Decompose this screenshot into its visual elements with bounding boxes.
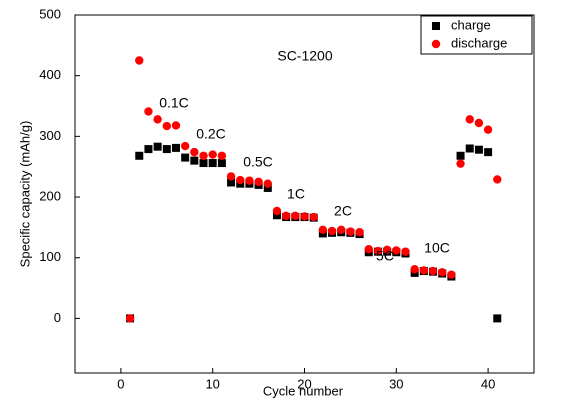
charge-point <box>272 211 281 220</box>
charge-point <box>217 159 226 168</box>
discharge-point <box>144 107 153 116</box>
discharge-point <box>217 151 227 160</box>
annotation: 0.2C <box>196 126 226 142</box>
discharge-point <box>401 247 410 256</box>
charge-point <box>199 159 208 168</box>
discharge-point <box>465 115 474 124</box>
annotation: 0.1C <box>159 95 189 111</box>
x-tick-label: 10 <box>205 376 219 391</box>
legend-marker <box>431 39 441 49</box>
discharge-point <box>162 121 171 131</box>
annotation: 5C <box>376 248 394 264</box>
discharge-point <box>153 115 162 124</box>
discharge-point <box>309 212 318 222</box>
annotation: 2C <box>334 203 352 219</box>
discharge-point <box>410 265 419 274</box>
charge-point <box>171 143 180 152</box>
x-tick-label: 0 <box>117 376 124 391</box>
y-tick-label: 100 <box>39 249 61 264</box>
discharge-point <box>281 211 291 221</box>
discharge-point <box>474 118 484 128</box>
charge-point <box>208 159 217 168</box>
charge-point <box>456 151 465 160</box>
charge-point <box>227 178 236 187</box>
discharge-point <box>337 225 346 234</box>
discharge-point <box>355 228 364 237</box>
charge-point <box>190 156 199 165</box>
charge-point <box>474 145 483 154</box>
discharge-point <box>300 212 309 221</box>
x-axis-label: Cycle number <box>263 383 344 398</box>
discharge-point <box>346 227 355 236</box>
annotation: SC-1200 <box>277 48 332 64</box>
discharge-point <box>318 225 328 234</box>
discharge-point <box>456 159 465 168</box>
discharge-point <box>245 176 254 185</box>
annotation: 0.5C <box>243 154 273 170</box>
legend-label: discharge <box>451 35 507 50</box>
discharge-point <box>364 245 373 254</box>
discharge-point <box>392 246 401 255</box>
discharge-point <box>483 125 493 134</box>
y-tick-label: 500 <box>39 6 61 21</box>
discharge-point <box>291 211 300 221</box>
charge-point <box>465 144 474 153</box>
charge-point <box>181 153 190 162</box>
discharge-point <box>199 151 208 160</box>
discharge-point <box>493 175 502 184</box>
discharge-point <box>226 172 236 181</box>
charge-point <box>484 148 493 157</box>
discharge-point <box>135 56 144 65</box>
legend-marker <box>432 22 440 30</box>
discharge-point <box>263 179 272 188</box>
legend-label: charge <box>451 17 491 32</box>
discharge-point <box>190 147 199 157</box>
discharge-point <box>125 314 135 323</box>
discharge-point <box>180 141 190 151</box>
charge-point <box>263 183 272 192</box>
discharge-point <box>171 121 181 130</box>
y-tick-label: 200 <box>39 188 61 203</box>
discharge-point <box>272 206 282 216</box>
charge-point <box>162 145 171 154</box>
y-tick-label: 300 <box>39 128 61 143</box>
y-tick-label: 400 <box>39 67 61 82</box>
charge-point <box>153 142 162 151</box>
discharge-point <box>419 266 429 275</box>
discharge-point <box>447 270 456 279</box>
discharge-point <box>373 246 383 256</box>
annotation: 1C <box>287 186 305 202</box>
charge-point <box>135 151 144 160</box>
discharge-point <box>438 268 447 277</box>
charge-point <box>144 145 153 154</box>
discharge-point <box>236 175 245 185</box>
y-tick-label: 0 <box>54 310 61 325</box>
y-axis-label: Specific capacity (mAh/g) <box>17 121 32 268</box>
discharge-point <box>208 150 217 159</box>
discharge-point <box>428 266 438 276</box>
charge-point <box>493 314 502 323</box>
discharge-point <box>382 245 392 255</box>
discharge-point <box>327 226 337 236</box>
x-tick-label: 30 <box>389 376 403 391</box>
discharge-point <box>254 177 263 187</box>
annotation: 10C <box>424 240 450 256</box>
x-tick-label: 20 <box>297 376 311 391</box>
x-tick-label: 40 <box>481 376 495 391</box>
